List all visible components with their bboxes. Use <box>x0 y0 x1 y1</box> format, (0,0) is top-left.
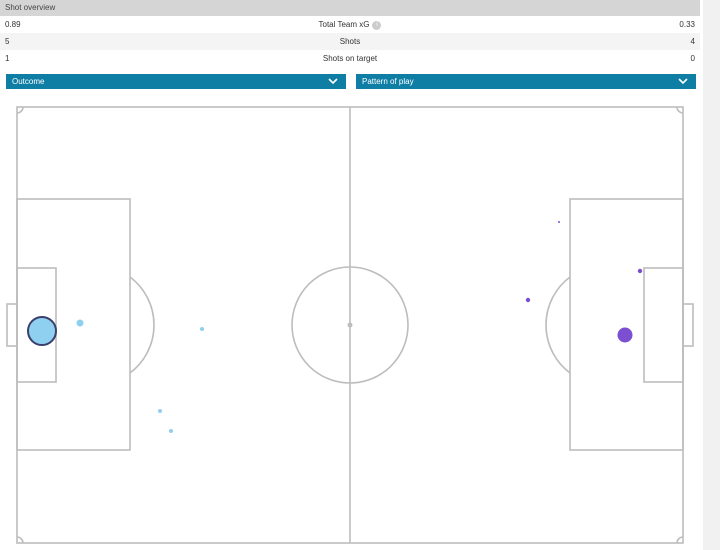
outcome-dropdown-label: Outcome <box>12 77 45 86</box>
shot-overview-panel: Shot overview 0.89 Total Team xG i 0.33 5… <box>0 0 700 67</box>
chevron-down-icon <box>328 78 338 85</box>
home-shot-4[interactable] <box>158 409 162 413</box>
pitch-lines <box>6 106 694 544</box>
home-xg: 0.89 <box>5 20 21 29</box>
shots-label: Shots <box>339 37 361 46</box>
xg-label: Total Team xG <box>318 20 370 29</box>
center-circle <box>291 266 409 384</box>
shots-layer <box>27 221 643 433</box>
pattern-dropdown-label: Pattern of play <box>362 77 414 86</box>
away-on-target: 0 <box>690 54 695 63</box>
center-spot <box>347 322 353 328</box>
scrollbar[interactable] <box>703 0 720 550</box>
away-shot-1[interactable] <box>558 221 560 223</box>
stat-row-xg: 0.89 Total Team xG i 0.33 <box>0 16 700 33</box>
on-target-label: Shots on target <box>322 54 378 63</box>
home-on-target: 1 <box>5 54 10 63</box>
home-shot-1[interactable] <box>27 316 57 346</box>
info-icon[interactable]: i <box>372 21 382 30</box>
outcome-dropdown[interactable]: Outcome <box>6 74 346 89</box>
away-shots: 4 <box>690 37 695 46</box>
right-six-yard-box <box>643 267 684 383</box>
home-shot-5[interactable] <box>169 429 173 433</box>
panel-header: Shot overview <box>0 0 700 16</box>
right-penalty-arc <box>545 276 571 374</box>
left-penalty-arc <box>129 276 155 374</box>
pitch-shot-map <box>6 106 694 544</box>
away-shot-2[interactable] <box>637 268 643 274</box>
stat-row-shots: 5 Shots 4 <box>0 33 700 50</box>
home-shots: 5 <box>5 37 10 46</box>
home-shot-3[interactable] <box>200 327 204 331</box>
away-shot-4[interactable] <box>617 327 633 343</box>
chevron-down-icon <box>678 78 688 85</box>
pattern-of-play-dropdown[interactable]: Pattern of play <box>356 74 696 89</box>
left-goal <box>6 303 18 347</box>
away-shot-3[interactable] <box>525 297 531 303</box>
right-goal <box>682 303 694 347</box>
right-penalty-box <box>569 198 684 451</box>
panel-title: Shot overview <box>5 3 56 12</box>
away-xg: 0.33 <box>679 20 695 29</box>
stat-row-on-target: 1 Shots on target 0 <box>0 50 700 67</box>
home-shot-2[interactable] <box>76 319 84 327</box>
xg-label-wrap: Total Team xG i <box>0 16 700 33</box>
